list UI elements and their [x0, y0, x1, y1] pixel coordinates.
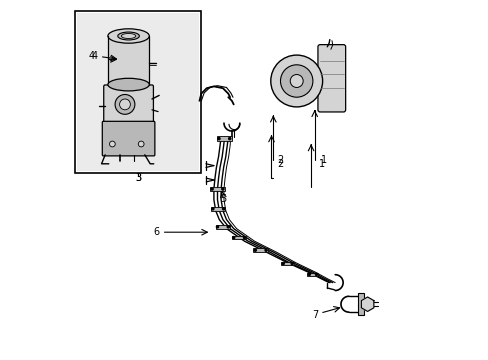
Circle shape [280, 65, 312, 97]
Text: 1: 1 [318, 159, 325, 169]
Text: 3: 3 [135, 173, 141, 183]
Circle shape [315, 273, 317, 275]
Bar [210, 187, 224, 191]
Circle shape [232, 237, 234, 239]
Polygon shape [361, 297, 373, 311]
Bar [77, 13, 199, 171]
Circle shape [211, 188, 213, 190]
FancyBboxPatch shape [317, 45, 345, 112]
Bar [281, 262, 293, 265]
Circle shape [228, 138, 230, 140]
Circle shape [264, 249, 266, 251]
Circle shape [289, 75, 303, 87]
Ellipse shape [118, 32, 139, 40]
Text: 6: 6 [153, 227, 159, 237]
Bar [357, 293, 364, 315]
Circle shape [109, 141, 115, 147]
Circle shape [243, 237, 245, 239]
Circle shape [222, 208, 224, 210]
Text: 4: 4 [92, 51, 98, 61]
Bar [211, 207, 225, 211]
Bar [75, 11, 201, 173]
Text: 2: 2 [277, 159, 283, 169]
Circle shape [216, 226, 218, 228]
Bar [253, 248, 267, 252]
FancyBboxPatch shape [103, 85, 153, 124]
Text: 3: 3 [135, 173, 141, 183]
Text: 7: 7 [312, 310, 318, 320]
Bar [307, 273, 318, 276]
Text: 5: 5 [219, 194, 225, 204]
Circle shape [254, 249, 256, 251]
Text: 2: 2 [277, 155, 283, 165]
Bar [215, 225, 230, 229]
Bar [231, 236, 246, 239]
Circle shape [222, 188, 224, 190]
Ellipse shape [108, 78, 149, 91]
Circle shape [290, 262, 293, 265]
Circle shape [270, 55, 322, 107]
Circle shape [227, 226, 229, 228]
Bar [217, 136, 231, 141]
Ellipse shape [120, 99, 130, 110]
Circle shape [307, 273, 310, 275]
Text: 1: 1 [320, 155, 326, 165]
Circle shape [218, 138, 220, 140]
FancyBboxPatch shape [102, 121, 155, 156]
Circle shape [282, 262, 284, 265]
Circle shape [211, 208, 213, 210]
Ellipse shape [115, 94, 135, 114]
Ellipse shape [108, 29, 149, 43]
Text: 4: 4 [89, 51, 95, 61]
Circle shape [138, 141, 144, 147]
Ellipse shape [121, 33, 136, 39]
Bar [108, 36, 149, 85]
